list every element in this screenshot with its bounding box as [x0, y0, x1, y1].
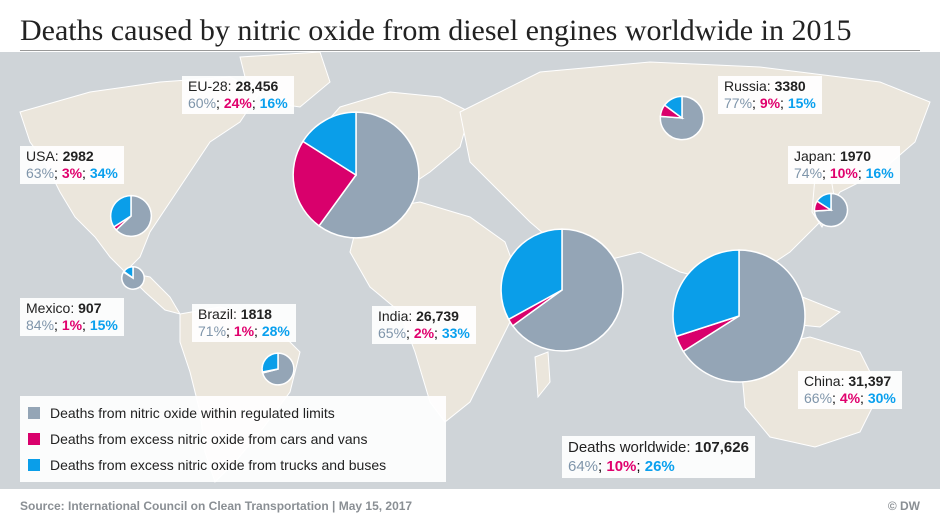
legend-item-regulated: Deaths from nitric oxide within regulate… — [28, 400, 438, 426]
legend-swatch — [28, 433, 40, 445]
pct-regulated: 84% — [26, 317, 55, 333]
pie-slice-trucks — [301, 111, 357, 177]
pct-regulated: 64% — [568, 458, 599, 475]
label-russia: Russia: 3380 77%; 9%; 15% — [718, 76, 822, 114]
pct-cars: 24% — [223, 95, 252, 111]
worldwide-name: Deaths worldwide: — [568, 439, 691, 456]
pie-india — [500, 228, 624, 352]
pct-regulated: 71% — [198, 323, 227, 339]
pie-brazil — [261, 352, 295, 386]
label-japan: Japan: 1970 74%; 10%; 16% — [788, 146, 900, 184]
label-worldwide: Deaths worldwide: 107,626 64%; 10%; 26% — [562, 436, 755, 478]
chart-title: Deaths caused by nitric oxide from diese… — [20, 14, 852, 47]
pct-cars: 10% — [829, 165, 858, 181]
pct-cars: 3% — [61, 165, 83, 181]
pct-regulated: 77% — [724, 95, 753, 111]
legend-swatch — [28, 407, 40, 419]
pct-trucks: 16% — [865, 165, 894, 181]
region-total: 1818 — [240, 306, 272, 322]
pct-cars: 9% — [759, 95, 781, 111]
pie-slice-trucks — [672, 249, 740, 338]
label-china: China: 31,397 66%; 4%; 30% — [798, 371, 902, 409]
pct-cars: 10% — [606, 458, 637, 475]
region-total: 3380 — [774, 78, 806, 94]
pct-trucks: 15% — [787, 95, 816, 111]
region-name: EU-28: — [188, 78, 232, 94]
pie-slice-trucks — [261, 352, 279, 373]
title-divider — [20, 50, 920, 51]
region-total: 1970 — [839, 148, 872, 164]
worldwide-total: 107,626 — [694, 439, 749, 456]
pct-trucks: 33% — [441, 325, 470, 341]
region-name: Mexico: — [26, 300, 75, 316]
legend-label: Deaths from nitric oxide within regulate… — [50, 405, 335, 421]
pct-cars: 1% — [61, 317, 83, 333]
legend-label: Deaths from excess nitric oxide from tru… — [50, 457, 387, 473]
pct-regulated: 60% — [188, 95, 217, 111]
credit: © DW — [887, 499, 920, 513]
pie-slice-trucks — [500, 228, 563, 321]
region-name: USA: — [26, 148, 59, 164]
region-name: China: — [804, 373, 845, 389]
pie-japan — [813, 192, 849, 228]
legend: Deaths from nitric oxide within regulate… — [20, 396, 446, 482]
legend-label: Deaths from excess nitric oxide from car… — [50, 431, 368, 447]
pie-slice-regulated — [511, 228, 624, 352]
pct-trucks: 26% — [644, 458, 675, 475]
footer: Source: International Council on Clean T… — [0, 489, 940, 529]
region-total: 907 — [78, 300, 102, 316]
pie-slice-regulated — [318, 111, 420, 239]
legend-swatch — [28, 459, 40, 471]
pie-slice-trucks — [109, 194, 132, 228]
pie-slice-cars — [292, 140, 358, 227]
pie-slice-regulated — [682, 249, 806, 383]
pie-mexico — [121, 266, 145, 290]
pct-trucks: 16% — [259, 95, 288, 111]
pct-regulated: 66% — [804, 390, 833, 406]
pct-trucks: 30% — [867, 390, 896, 406]
pct-trucks: 28% — [261, 323, 290, 339]
label-mexico: Mexico: 907 84%; 1%; 15% — [20, 298, 124, 336]
pct-cars: 1% — [233, 323, 255, 339]
pct-regulated: 74% — [794, 165, 823, 181]
pct-cars: 4% — [839, 390, 861, 406]
label-brazil: Brazil: 1818 71%; 1%; 28% — [192, 304, 296, 342]
pie-slice-trucks — [122, 266, 134, 280]
pie-russia — [659, 95, 705, 141]
pie-usa — [109, 194, 153, 238]
legend-item-trucks: Deaths from excess nitric oxide from tru… — [28, 452, 438, 478]
region-name: Brazil: — [198, 306, 237, 322]
region-total: 2982 — [62, 148, 94, 164]
region-name: Russia: — [724, 78, 771, 94]
pie-slice-regulated — [115, 194, 153, 238]
region-total: 26,739 — [416, 308, 459, 324]
label-usa: USA: 2982 63%; 3%; 34% — [20, 146, 124, 184]
pct-regulated: 65% — [378, 325, 407, 341]
pie-china — [672, 249, 806, 383]
region-total: 31,397 — [848, 373, 892, 389]
region-name: India: — [378, 308, 413, 324]
pie-slice-trucks — [663, 95, 683, 120]
label-india: India: 26,739 65%; 2%; 33% — [372, 306, 476, 344]
pct-cars: 2% — [413, 325, 435, 341]
pie-eu-28 — [292, 111, 420, 239]
legend-item-cars: Deaths from excess nitric oxide from car… — [28, 426, 438, 452]
source-note: Source: International Council on Clean T… — [20, 499, 413, 513]
region-total: 28,456 — [235, 78, 279, 94]
pie-slice-trucks — [816, 192, 832, 212]
pct-regulated: 63% — [26, 165, 55, 181]
label-eu: EU-28: 28,456 60%; 24%; 16% — [182, 76, 294, 114]
region-name: Japan: — [794, 148, 837, 164]
pct-trucks: 15% — [89, 317, 118, 333]
pct-trucks: 34% — [89, 165, 118, 181]
